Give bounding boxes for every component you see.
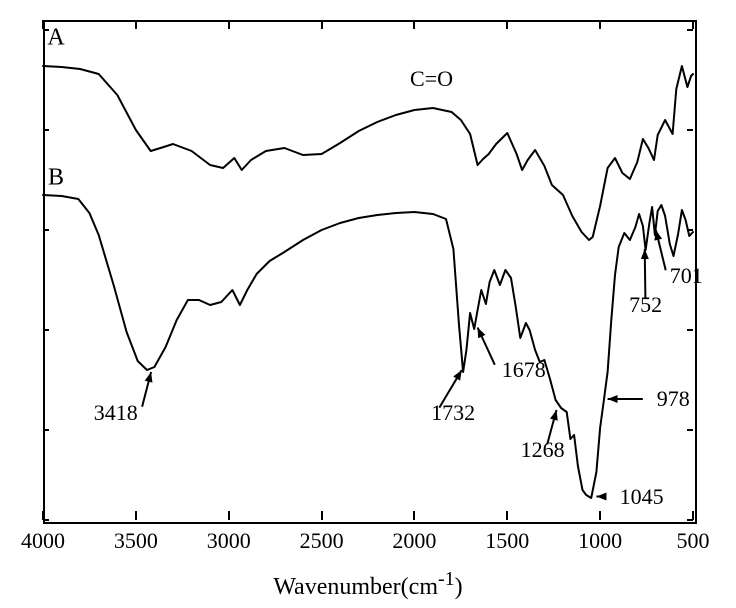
series-label: C=O [410,66,453,92]
peak-label: 1268 [521,437,565,463]
x-axis-title: Wavenumber(cm-1) [273,568,462,601]
peak-label: 752 [629,292,662,318]
peak-label: 1045 [620,484,664,510]
spectrum-B [43,195,693,498]
ftir-spectra: 4000 3500 3000 2500 2000 1500 1000 500 A B C=O 341… [0,0,736,608]
x-tick-label: 2500 [300,528,344,554]
series-label: A [47,25,64,52]
peak-label: 3418 [94,400,138,426]
x-tick-label: 1000 [578,528,622,554]
x-tick-label: 500 [677,528,710,554]
x-tick-label: 1500 [485,528,529,554]
peak-label: 978 [657,386,690,412]
x-tick-label: 3000 [207,528,251,554]
spectra-svg [0,0,736,608]
peak-label: 701 [670,263,703,289]
x-tick-label: 4000 [21,528,65,554]
x-tick-label: 2000 [392,528,436,554]
spectrum-A [43,66,693,240]
x-tick-label: 3500 [114,528,158,554]
peak-label: 1732 [431,400,475,426]
series-label: B [48,165,64,192]
peak-label: 1678 [502,357,546,383]
